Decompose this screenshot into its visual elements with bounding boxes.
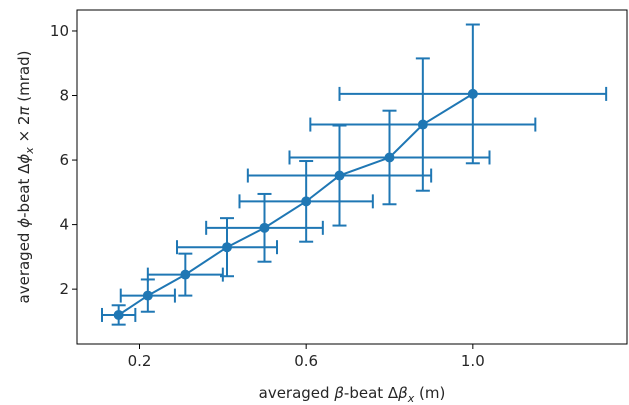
x-axis-label: averaged β-beat Δβx (m) bbox=[259, 384, 446, 405]
x-tick-label: 0.2 bbox=[128, 352, 152, 370]
data-point bbox=[417, 119, 428, 130]
y-tick-label: 8 bbox=[59, 87, 69, 105]
data-point bbox=[259, 222, 270, 233]
data-point bbox=[142, 290, 153, 301]
y-axis: 2 4 6 8 10 bbox=[50, 22, 77, 298]
data-point bbox=[334, 170, 345, 181]
series-line bbox=[118, 93, 474, 316]
y-tick-label: 10 bbox=[50, 22, 69, 40]
data-point bbox=[301, 196, 312, 207]
data-point bbox=[384, 152, 395, 163]
y-tick-label: 4 bbox=[59, 216, 69, 234]
x-tick-label: 0.6 bbox=[294, 352, 318, 370]
data-point bbox=[113, 309, 124, 320]
data-point bbox=[467, 88, 478, 99]
x-tick-label: 1.0 bbox=[461, 352, 485, 370]
plot-area bbox=[76, 9, 628, 345]
data-point bbox=[222, 242, 232, 253]
series-line-group bbox=[118, 93, 474, 316]
data-points bbox=[113, 88, 478, 320]
y-tick-label: 2 bbox=[59, 280, 69, 298]
y-axis-label: averaged ϕ-beat Δϕx × 2π (mrad) bbox=[15, 51, 36, 304]
y-tick-label: 6 bbox=[59, 151, 69, 169]
x-axis: 0.2 0.6 1.0 bbox=[128, 344, 485, 370]
data-point bbox=[180, 269, 191, 280]
